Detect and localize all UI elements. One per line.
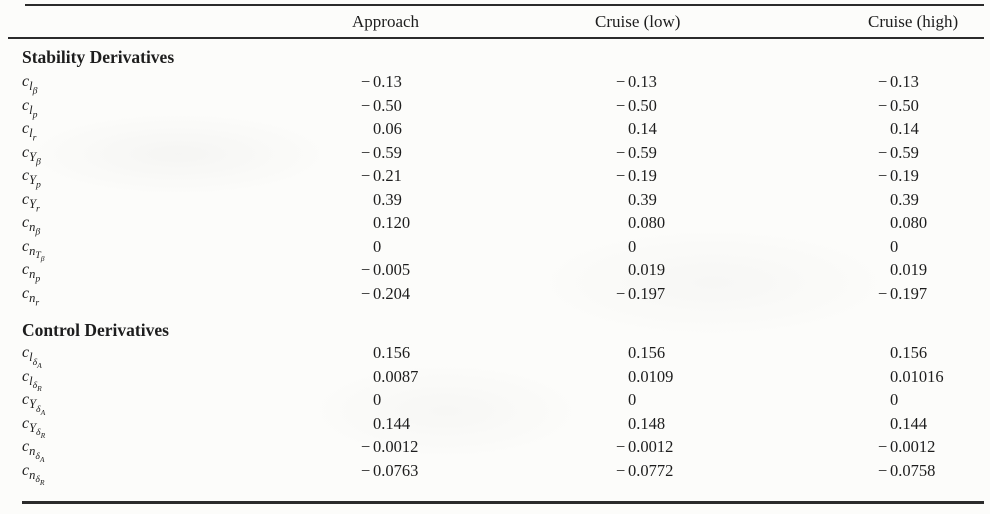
cell-value: 0 bbox=[373, 390, 382, 409]
row-symbol-c_n_delta_R: cnδR bbox=[22, 461, 45, 488]
cell-value: −0.0012 bbox=[361, 437, 419, 456]
cell-value: 0.148 bbox=[628, 413, 666, 433]
minus-sign: − bbox=[361, 460, 371, 480]
cell-value: 0.39 bbox=[373, 189, 402, 209]
cell-value: −0.197 bbox=[878, 283, 928, 303]
minus-sign: − bbox=[616, 72, 626, 91]
minus-sign: − bbox=[616, 142, 626, 162]
minus-sign: − bbox=[361, 72, 371, 91]
minus-sign: − bbox=[878, 460, 888, 480]
cell-value: 0.019 bbox=[890, 260, 928, 279]
cell-value: 0 bbox=[373, 236, 382, 256]
minus-sign: − bbox=[878, 142, 888, 162]
minus-sign: − bbox=[361, 283, 371, 303]
minus-sign: − bbox=[361, 95, 371, 115]
minus-sign: − bbox=[616, 437, 626, 456]
cell-value: 0 bbox=[628, 236, 637, 256]
row-symbol-c_n_r: cnr bbox=[22, 284, 40, 309]
row-symbol-c_n_p: cnp bbox=[22, 261, 41, 285]
row-symbol-c_l_delta_R: clδR bbox=[22, 367, 42, 394]
cell-value: 0.14 bbox=[890, 119, 919, 138]
row-symbol-c_n_delta_A: cnδA bbox=[22, 438, 45, 464]
cell-value: −0.204 bbox=[361, 283, 411, 303]
cell-value: 0.156 bbox=[628, 343, 666, 362]
column-header-cruise-low: Cruise (low) bbox=[595, 12, 681, 31]
row-symbol-c_Y_r: cYr bbox=[22, 190, 40, 215]
cell-value: −0.19 bbox=[616, 166, 657, 185]
minus-sign: − bbox=[878, 72, 888, 91]
minus-sign: − bbox=[361, 166, 371, 185]
cell-value: −0.13 bbox=[616, 72, 657, 91]
cell-value: −0.59 bbox=[878, 142, 919, 162]
cell-value: 0.39 bbox=[890, 189, 919, 209]
minus-sign: − bbox=[616, 283, 626, 303]
cell-value: −0.0763 bbox=[361, 460, 419, 480]
cell-value: 0.156 bbox=[890, 343, 928, 362]
cell-value: −0.13 bbox=[878, 72, 919, 91]
cell-value: −0.0772 bbox=[616, 460, 674, 480]
cell-value: 0.0087 bbox=[373, 366, 419, 386]
cell-value: 0.39 bbox=[628, 189, 657, 209]
cell-value: 0.144 bbox=[890, 413, 928, 433]
minus-sign: − bbox=[616, 166, 626, 185]
cell-value: −0.50 bbox=[878, 95, 919, 115]
table-header-rule bbox=[8, 37, 984, 39]
cell-value: 0.080 bbox=[890, 213, 928, 232]
cell-value: 0.019 bbox=[628, 260, 666, 279]
minus-sign: − bbox=[361, 142, 371, 162]
cell-value: 0.0109 bbox=[628, 366, 674, 386]
cell-value: 0.156 bbox=[373, 343, 411, 362]
cell-value: −0.197 bbox=[616, 283, 666, 303]
minus-sign: − bbox=[878, 283, 888, 303]
cell-value: −0.0012 bbox=[616, 437, 674, 456]
cell-value: −0.19 bbox=[878, 166, 919, 185]
cell-value: 0.144 bbox=[373, 413, 411, 433]
minus-sign: − bbox=[361, 437, 371, 456]
cell-value: 0.06 bbox=[373, 119, 402, 138]
section-title: Stability Derivatives bbox=[22, 47, 175, 67]
row-symbol-c_n_beta: cnβ bbox=[22, 214, 41, 238]
row-symbol-c_Y_beta: cYβ bbox=[22, 143, 41, 168]
minus-sign: − bbox=[616, 460, 626, 480]
cell-value: −0.21 bbox=[361, 166, 402, 185]
minus-sign: − bbox=[361, 260, 371, 279]
row-symbol-c_l_p: clp bbox=[22, 96, 38, 121]
section-title: Control Derivatives bbox=[22, 320, 169, 340]
minus-sign: − bbox=[878, 95, 888, 115]
row-symbol-c_Y_delta_A: cYδA bbox=[22, 391, 46, 417]
table-top-rule bbox=[25, 4, 984, 6]
cell-value: −0.005 bbox=[361, 260, 411, 279]
row-symbol-c_l_r: clr bbox=[22, 120, 37, 144]
cell-value: 0.080 bbox=[628, 213, 666, 232]
cell-value: −0.50 bbox=[361, 95, 402, 115]
column-header-approach: Approach bbox=[352, 12, 420, 31]
cell-value: 0.14 bbox=[628, 119, 657, 138]
cell-value: −0.50 bbox=[616, 95, 657, 115]
table-bottom-rule bbox=[22, 501, 984, 504]
cell-value: −0.59 bbox=[361, 142, 402, 162]
cell-value: 0 bbox=[890, 236, 899, 256]
minus-sign: − bbox=[616, 95, 626, 115]
cell-value: 0 bbox=[628, 390, 637, 409]
cell-value: −0.13 bbox=[361, 72, 402, 91]
column-header-cruise-high: Cruise (high) bbox=[868, 12, 959, 31]
row-symbol-c_l_beta: clβ bbox=[22, 73, 38, 97]
cell-value: 0.120 bbox=[373, 213, 411, 232]
cell-value: −0.59 bbox=[616, 142, 657, 162]
cell-value: 0 bbox=[890, 390, 899, 409]
cell-value: −0.0758 bbox=[878, 460, 936, 480]
cell-value: −0.0012 bbox=[878, 437, 936, 456]
row-symbol-c_Y_delta_R: cYδR bbox=[22, 414, 46, 441]
minus-sign: − bbox=[878, 437, 888, 456]
minus-sign: − bbox=[878, 166, 888, 185]
row-symbol-c_Y_p: cYp bbox=[22, 167, 41, 191]
cell-value: 0.01016 bbox=[890, 366, 944, 386]
row-symbol-c_l_delta_A: clδA bbox=[22, 344, 42, 370]
row-symbol-c_n_T_beta: cnTβ bbox=[22, 237, 45, 264]
